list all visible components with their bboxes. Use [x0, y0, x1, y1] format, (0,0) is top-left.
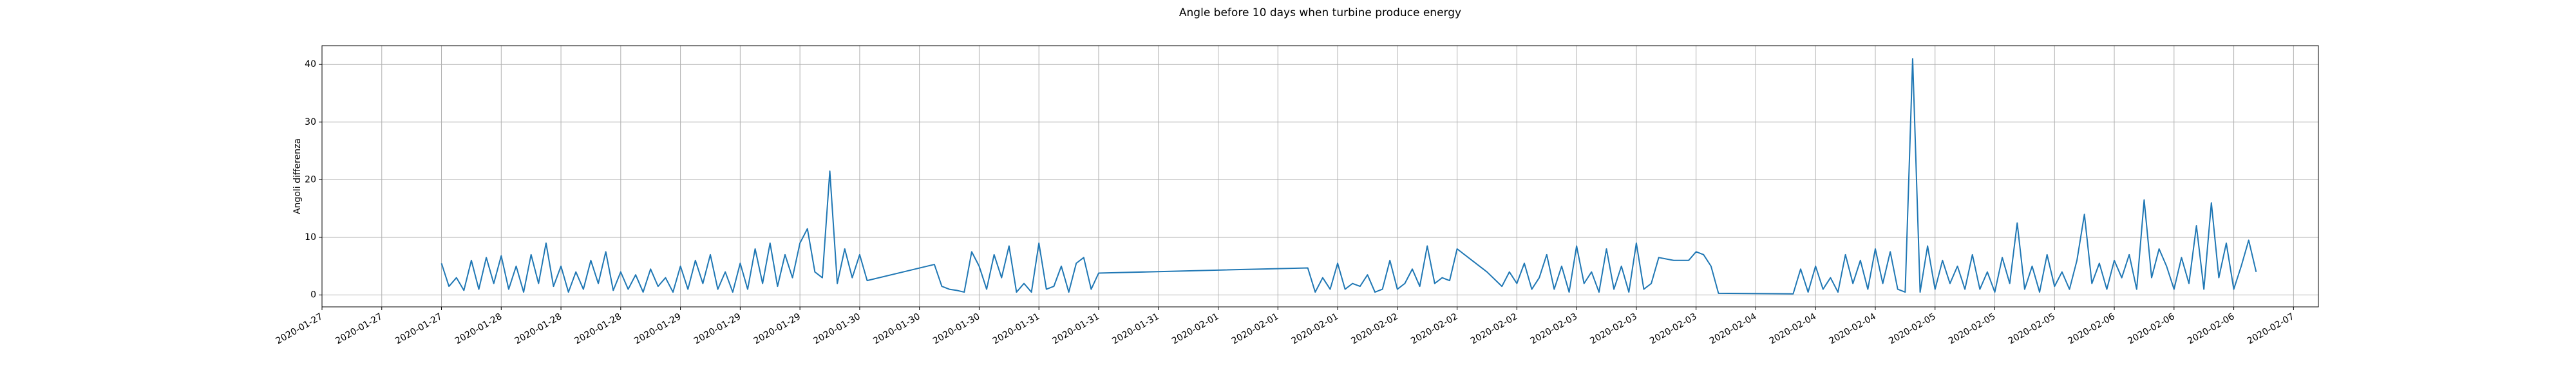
- y-tick-label: 30: [305, 117, 316, 127]
- x-tick-label: 2020-02-05: [1887, 311, 1937, 347]
- x-tick-label: 2020-02-02: [1349, 311, 1399, 347]
- x-tick-label: 2020-02-02: [1469, 311, 1519, 347]
- x-tick-label: 2020-01-28: [573, 311, 623, 347]
- y-tick-label: 20: [305, 174, 316, 185]
- x-tick-label: 2020-02-06: [2186, 311, 2237, 347]
- x-tick-label: 2020-02-05: [1947, 311, 1997, 347]
- x-tick-label: 2020-02-02: [1409, 311, 1459, 347]
- x-tick-label: 2020-01-27: [393, 311, 444, 347]
- x-tick-label: 2020-02-03: [1588, 311, 1638, 347]
- x-tick-label: 2020-01-30: [811, 311, 862, 347]
- x-tick-label: 2020-02-06: [2067, 311, 2117, 347]
- y-tick-label: 10: [305, 232, 316, 243]
- x-tick-label: 2020-01-28: [513, 311, 564, 347]
- x-tick-label: 2020-02-07: [2246, 311, 2296, 347]
- x-tick-label: 2020-02-04: [1827, 311, 1878, 347]
- y-axis-label: Angoli differenza: [292, 138, 303, 214]
- x-tick-label: 2020-02-06: [2126, 311, 2177, 347]
- axes-frame: [321, 45, 2319, 308]
- x-tick-label: 2020-01-30: [871, 311, 922, 347]
- chart-title: Angle before 10 days when turbine produc…: [1179, 6, 1461, 19]
- y-tick-label: 40: [305, 59, 316, 69]
- x-tick-label: 2020-02-05: [2007, 311, 2057, 347]
- x-tick-label: 2020-01-31: [1110, 311, 1160, 347]
- x-tick-label: 2020-01-31: [1051, 311, 1101, 347]
- x-tick-label: 2020-01-30: [931, 311, 981, 347]
- data-line: [440, 58, 2257, 295]
- x-tick-label: 2020-01-28: [453, 311, 504, 347]
- x-tick-label: 2020-01-29: [752, 311, 802, 347]
- x-tick-label: 2020-02-03: [1529, 311, 1579, 347]
- x-tick-label: 2020-02-04: [1708, 311, 1759, 347]
- x-tick-label: 2020-02-01: [1230, 311, 1280, 347]
- x-tick-label: 2020-01-31: [991, 311, 1041, 347]
- x-tick-label: 2020-02-03: [1648, 311, 1698, 347]
- x-tick-label: 2020-01-27: [274, 311, 325, 347]
- x-tick-label: 2020-01-29: [692, 311, 743, 347]
- x-tick-label: 2020-02-01: [1170, 311, 1220, 347]
- x-tick-label: 2020-01-29: [632, 311, 683, 347]
- x-tick-label: 2020-02-04: [1768, 311, 1819, 347]
- x-tick-label: 2020-01-27: [334, 311, 384, 347]
- x-tick-label: 2020-02-01: [1290, 311, 1340, 347]
- y-tick-label: 0: [310, 290, 316, 300]
